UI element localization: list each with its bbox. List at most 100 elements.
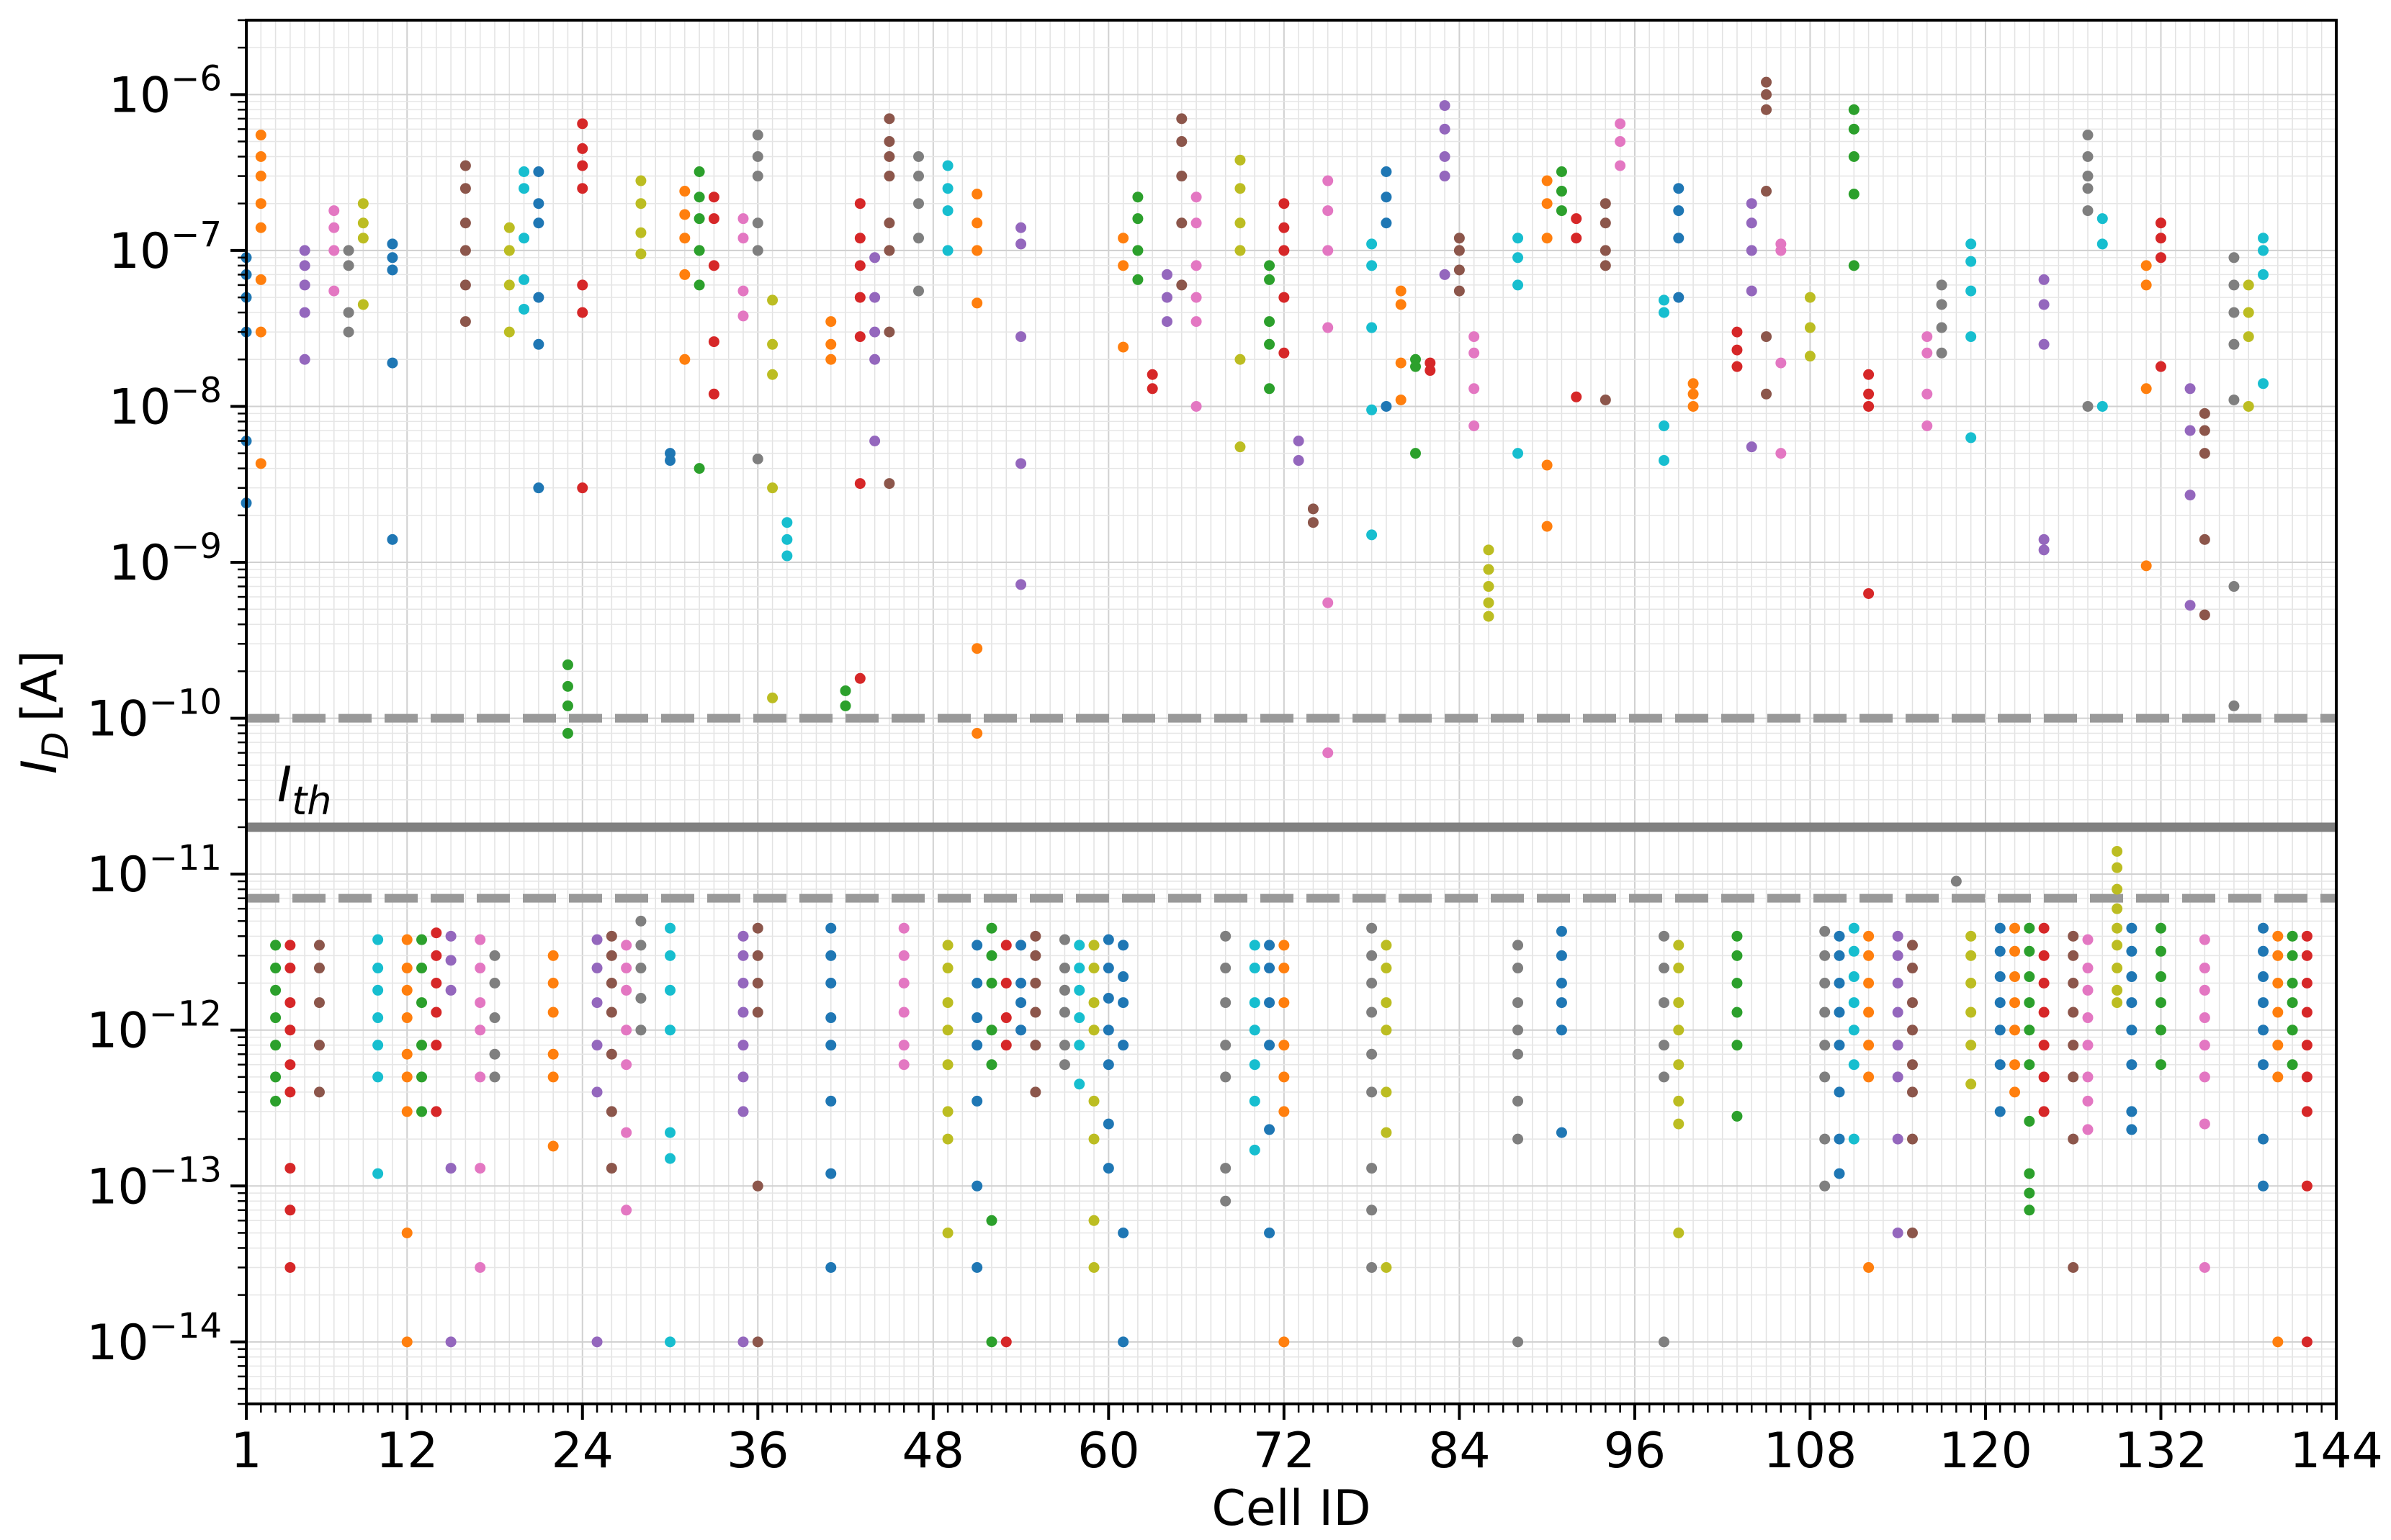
low-state-point (825, 1168, 837, 1179)
low-state-point (1556, 926, 1567, 937)
low-state-point (606, 1007, 617, 1018)
high-state-point (1439, 100, 1450, 112)
high-state-point (913, 198, 925, 210)
high-state-point (1381, 192, 1392, 203)
high-state-point (1468, 420, 1480, 432)
y-tick-label: 10−8 (109, 370, 222, 436)
low-state-point (2199, 1040, 2210, 1051)
low-state-point (2155, 922, 2166, 934)
low-state-point (2082, 934, 2094, 945)
low-state-point (591, 1086, 603, 1098)
high-state-point (869, 435, 881, 446)
low-state-point (372, 1012, 384, 1024)
high-state-point (767, 482, 779, 494)
low-state-point (1906, 1086, 1918, 1098)
low-state-point (752, 1180, 763, 1192)
high-state-point (884, 217, 895, 229)
high-state-point (737, 233, 749, 244)
high-state-point (781, 533, 793, 545)
low-state-point (2038, 1106, 2050, 1117)
low-state-point (1965, 930, 1977, 942)
high-state-point (840, 685, 851, 696)
high-state-point (942, 245, 954, 256)
high-state-point (2199, 448, 2210, 459)
low-state-point (475, 1071, 486, 1083)
high-state-point (1264, 383, 1275, 395)
y-tick-label: 10−13 (86, 1150, 222, 1215)
high-state-point (1468, 383, 1480, 395)
low-state-point (1366, 1261, 1378, 1273)
high-state-point (1381, 400, 1392, 412)
high-state-point (854, 478, 866, 490)
low-state-point (898, 950, 910, 961)
high-state-point (1746, 198, 1757, 210)
high-state-point (2184, 383, 2196, 395)
low-state-point (416, 1106, 428, 1117)
low-state-point (1088, 940, 1100, 951)
low-state-point (665, 1336, 676, 1348)
low-state-point (1220, 1163, 1232, 1174)
low-state-point (1264, 1040, 1275, 1051)
high-state-point (1761, 89, 1772, 100)
low-state-point (1834, 978, 1845, 989)
low-state-point (621, 1059, 632, 1071)
x-tick-label: 48 (902, 1423, 965, 1480)
low-state-point (1088, 997, 1100, 1009)
low-state-point (416, 1040, 428, 1051)
low-state-point (475, 963, 486, 974)
low-state-point (284, 1163, 296, 1174)
low-state-point (401, 1012, 413, 1024)
low-state-point (2301, 1071, 2313, 1083)
high-state-point (299, 245, 310, 256)
low-state-point (1512, 1025, 1524, 1036)
high-state-point (533, 338, 544, 350)
low-state-point (2068, 978, 2079, 989)
low-state-point (313, 1040, 325, 1051)
low-state-point (270, 1040, 282, 1051)
y-tick-exponent: −10 (149, 683, 222, 723)
high-state-point (1176, 136, 1188, 148)
high-state-point (1234, 354, 1246, 365)
high-state-point (255, 198, 266, 210)
low-state-point (431, 927, 442, 939)
low-state-point (1118, 940, 1129, 951)
low-state-point (372, 934, 384, 945)
low-state-point (1863, 1007, 1875, 1018)
x-tick-label: 84 (1428, 1423, 1491, 1480)
y-tick-exponent: −12 (149, 994, 222, 1035)
low-state-point (1088, 1095, 1100, 1107)
low-state-point (431, 1040, 442, 1051)
low-state-point (2024, 971, 2035, 983)
high-state-point (679, 354, 691, 365)
high-state-point (357, 299, 369, 310)
low-state-point (1965, 978, 1977, 989)
high-state-point (2155, 217, 2166, 229)
low-state-point (1556, 1025, 1567, 1036)
high-state-point (1132, 274, 1144, 285)
high-state-point (387, 264, 398, 276)
low-state-point (1834, 1168, 1845, 1179)
low-state-point (284, 1059, 296, 1071)
axis-ticks: 1 12 24 36 48 60 72 84 96 108 120 132 14410−610−710−… (86, 19, 2383, 1480)
low-state-point (2272, 1040, 2284, 1051)
high-state-point (255, 130, 266, 141)
high-state-point (2155, 361, 2166, 372)
high-state-point (1015, 579, 1027, 590)
y-tick-exponent: −7 (171, 215, 222, 255)
low-state-point (2068, 950, 2079, 961)
high-state-point (2228, 700, 2240, 711)
x-tick-label: 36 (727, 1423, 789, 1480)
low-state-point (445, 1336, 457, 1348)
high-state-point (299, 307, 310, 318)
low-state-point (489, 1048, 501, 1060)
low-state-point (972, 978, 983, 989)
high-state-point (1804, 292, 1816, 303)
high-state-point (1176, 113, 1188, 125)
low-state-point (2155, 971, 2166, 983)
low-state-point (1965, 1079, 1977, 1090)
high-state-point (1278, 347, 1290, 359)
low-state-point (1673, 1227, 1685, 1238)
high-state-point (1264, 260, 1275, 271)
high-state-point (635, 227, 647, 238)
high-state-point (1761, 76, 1772, 88)
